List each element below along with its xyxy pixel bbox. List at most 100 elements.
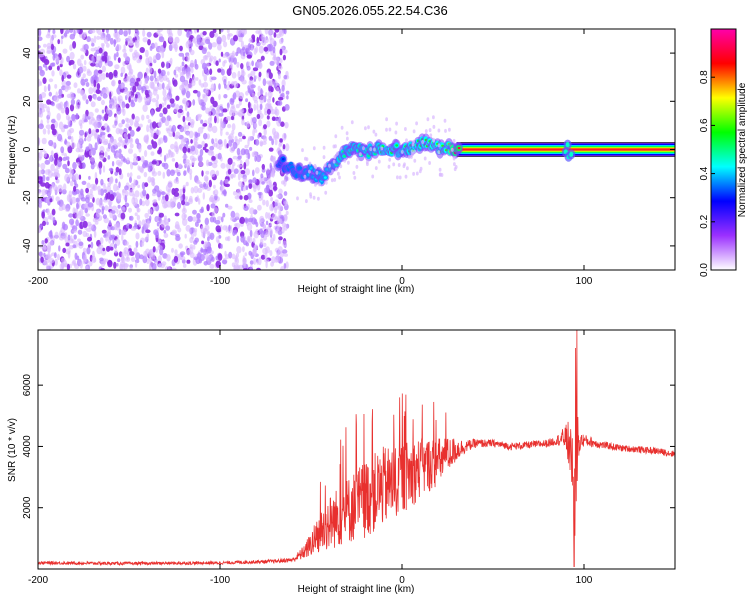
noise-dot xyxy=(116,142,122,148)
noise-dot xyxy=(237,173,241,181)
noise-dot xyxy=(313,163,317,168)
noise-dot xyxy=(429,133,433,138)
noise-dot xyxy=(170,152,175,158)
noise-dot xyxy=(74,208,78,214)
noise-dot xyxy=(177,112,181,119)
noise-dot xyxy=(260,238,264,246)
noise-dot xyxy=(231,72,237,79)
noise-dot xyxy=(163,218,167,223)
noise-dot xyxy=(109,91,112,100)
noise-dot xyxy=(114,120,118,126)
noise-dot xyxy=(260,254,266,260)
noise-dot xyxy=(75,219,79,227)
noise-dot xyxy=(282,144,286,150)
noise-dot xyxy=(253,244,258,250)
noise-dot xyxy=(247,101,251,109)
noise-dot xyxy=(38,182,41,188)
noise-dot xyxy=(158,263,162,268)
noise-dot xyxy=(392,162,396,167)
noise-dot xyxy=(72,161,77,170)
noise-dot xyxy=(324,180,328,185)
noise-dot xyxy=(403,162,406,167)
noise-dot xyxy=(265,211,269,219)
noise-dot xyxy=(60,29,64,35)
noise-dot xyxy=(272,46,276,54)
noise-dot xyxy=(52,34,57,39)
noise-dot xyxy=(85,99,89,105)
noise-dot xyxy=(69,29,74,33)
noise-dot xyxy=(219,105,223,111)
noise-dot xyxy=(114,249,118,254)
noise-dot xyxy=(119,263,123,270)
noise-dot xyxy=(75,212,80,220)
noise-dot xyxy=(281,249,288,254)
noise-dot xyxy=(192,89,199,94)
noise-dot xyxy=(79,261,83,269)
noise-dot xyxy=(45,34,51,39)
noise-dot xyxy=(220,185,224,193)
noise-dot xyxy=(257,59,262,68)
noise-dot xyxy=(407,155,411,160)
snr-panel: -200 -100 0 100 2000 4000 6000 Height of stra… xyxy=(7,329,676,595)
noise-dot xyxy=(318,182,321,187)
noise-dot xyxy=(125,103,130,109)
noise-dot xyxy=(150,132,155,138)
noise-dot xyxy=(69,180,74,187)
noise-dot xyxy=(118,181,121,189)
noise-dot xyxy=(175,95,180,101)
noise-dot xyxy=(147,208,153,215)
noise-dot xyxy=(89,193,94,200)
noise-dot xyxy=(125,123,130,129)
noise-dot xyxy=(271,256,276,264)
noise-dot xyxy=(83,203,89,209)
noise-dot xyxy=(281,84,285,92)
noise-dot xyxy=(132,85,137,93)
noise-dot xyxy=(186,31,190,38)
noise-dot xyxy=(265,92,268,97)
noise-dot xyxy=(185,124,190,130)
noise-dot xyxy=(200,225,204,234)
noise-dot xyxy=(82,93,87,101)
noise-dot xyxy=(256,154,262,163)
noise-dot xyxy=(182,55,185,61)
noise-dot xyxy=(423,156,427,161)
noise-dot xyxy=(141,114,145,121)
noise-dot xyxy=(57,39,60,45)
noise-dot xyxy=(426,117,430,122)
noise-dot xyxy=(46,118,50,124)
noise-dot xyxy=(80,78,86,86)
noise-dot xyxy=(304,156,307,161)
noise-dot xyxy=(144,89,149,96)
noise-dot xyxy=(312,146,316,151)
noise-dot xyxy=(226,29,230,34)
noise-dot xyxy=(253,185,257,193)
noise-dot xyxy=(118,168,122,176)
noise-dot xyxy=(175,179,180,185)
noise-dot xyxy=(241,79,247,85)
noise-dot xyxy=(231,253,236,260)
noise-dot xyxy=(265,200,269,207)
noise-dot xyxy=(207,110,211,117)
noise-dot xyxy=(258,71,262,78)
noise-dot xyxy=(249,229,253,238)
noise-dot xyxy=(38,36,43,42)
noise-dot xyxy=(195,256,201,265)
noise-dot xyxy=(202,192,205,200)
noise-dot xyxy=(242,176,248,183)
noise-dot xyxy=(87,236,92,242)
noise-dot xyxy=(116,263,119,267)
noise-dot xyxy=(229,60,233,69)
noise-dot xyxy=(214,142,218,148)
noise-dot xyxy=(141,226,145,234)
noise-dot xyxy=(172,79,178,87)
noise-dot xyxy=(115,152,119,160)
noise-dot xyxy=(101,99,105,106)
noise-dot xyxy=(271,116,276,121)
noise-dot xyxy=(39,69,45,77)
noise-dot xyxy=(105,29,109,34)
snr-x-ticks: -200 -100 0 100 xyxy=(28,330,593,586)
noise-dot xyxy=(182,146,187,154)
noise-dot xyxy=(202,70,205,77)
noise-dot xyxy=(103,189,108,194)
noise-dot xyxy=(240,170,246,175)
